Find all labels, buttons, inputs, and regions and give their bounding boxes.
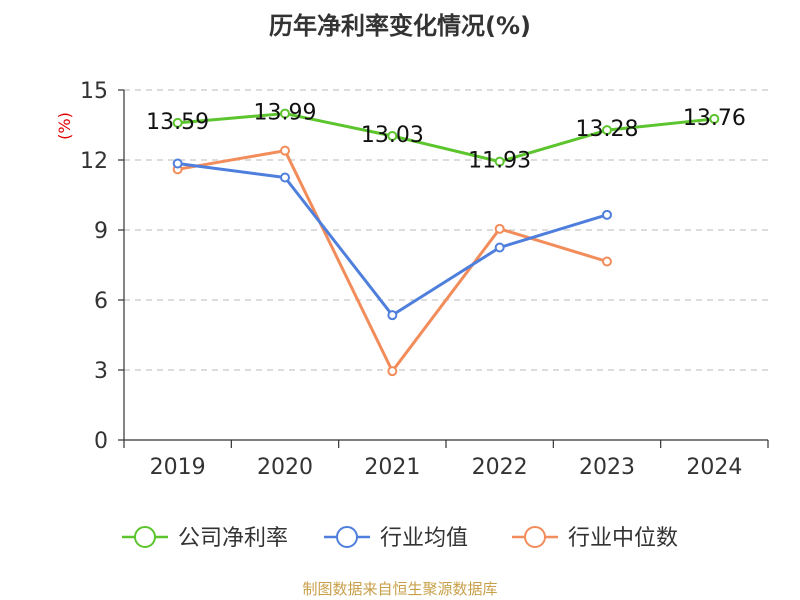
series-3-point — [602, 256, 612, 267]
y-tick-label: 9 — [94, 219, 108, 244]
series-3-point — [387, 366, 398, 377]
x-tick-label: 2024 — [686, 455, 742, 480]
chart-title: 历年净利率变化情况(%) — [269, 12, 531, 40]
series-2-point — [602, 209, 612, 220]
data-label: 11.93 — [468, 149, 531, 174]
legend-label: 行业均值 — [380, 526, 468, 551]
x-tick-label: 2021 — [364, 455, 420, 480]
data-label: 13.28 — [576, 117, 639, 142]
series-3-point — [494, 223, 505, 234]
series-2-point — [172, 158, 183, 169]
series-1-point — [172, 117, 183, 128]
data-label: 13.03 — [361, 123, 424, 148]
data-label: 13.59 — [146, 110, 209, 135]
series-line-2 — [177, 162, 608, 317]
series-2-point — [387, 310, 398, 321]
series-1-point — [387, 130, 398, 141]
legend-label: 行业中位数 — [568, 526, 678, 551]
series-1-point — [709, 113, 720, 124]
y-tick-label: 3 — [94, 359, 108, 384]
legend-swatch-marker — [134, 526, 156, 548]
data-label: 13.99 — [254, 101, 317, 126]
source-note: 制图数据来自恒生聚源数据库 — [302, 580, 497, 598]
legend-swatch-marker — [336, 526, 358, 548]
x-tick-label: 2019 — [150, 455, 206, 480]
x-tick-label: 2020 — [257, 455, 313, 480]
series-line-1 — [177, 112, 715, 164]
series-1-point — [280, 108, 290, 119]
y-tick-label: 15 — [80, 79, 108, 104]
series-1-point — [494, 156, 505, 167]
series-2-point — [494, 242, 505, 253]
series-1-point — [602, 125, 612, 136]
data-label: 13.76 — [683, 106, 746, 131]
series-line-3 — [177, 149, 608, 373]
series-2-point — [280, 172, 290, 183]
legend-label: 公司净利率 — [178, 526, 288, 551]
legend-swatch-marker — [524, 526, 546, 548]
y-axis-unit: (%) — [55, 112, 74, 140]
series-3-point — [280, 145, 290, 156]
y-tick-label: 0 — [94, 429, 108, 454]
y-tick-label: 6 — [94, 289, 108, 314]
x-tick-label: 2022 — [472, 455, 528, 480]
x-tick-label: 2023 — [579, 455, 635, 480]
y-tick-label: 12 — [80, 149, 108, 174]
